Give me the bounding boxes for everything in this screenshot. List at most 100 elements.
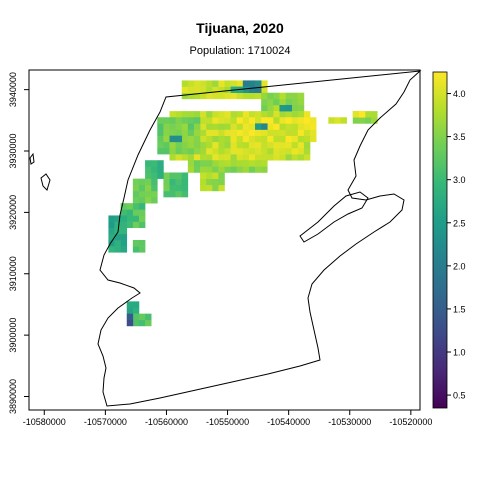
raster-cell-r4 <box>175 129 183 136</box>
raster-cell-r1 <box>193 86 201 94</box>
raster-cell-r3 <box>261 147 268 155</box>
raster-cell-r3 <box>200 147 207 155</box>
raster-cell-r3 <box>218 129 225 136</box>
raster-cell-r6 <box>230 160 238 167</box>
raster-cell-r3 <box>242 141 250 149</box>
raster-cell-r5 <box>303 135 311 143</box>
raster-cell-r4 <box>163 117 170 124</box>
raster-cell-r1 <box>200 86 207 94</box>
raster-cell-r4 <box>169 117 176 124</box>
raster-cell-r5 <box>242 129 250 136</box>
raster-cell-r3 <box>242 147 250 155</box>
raster-cell-r3 <box>206 129 213 136</box>
raster-cell-r6 <box>212 166 219 173</box>
raster-cell-r3 <box>303 111 311 118</box>
inland-lake <box>299 191 369 243</box>
raster-cell-r5 <box>297 123 305 130</box>
raster-cell-r7 <box>218 178 225 186</box>
raster-cell-r6 <box>224 166 231 173</box>
raster-cell-r8 <box>181 178 189 186</box>
raster-cell-r3 <box>279 141 286 149</box>
raster-cell-r3 <box>169 154 176 161</box>
raster-cell-r11 <box>132 215 140 222</box>
raster-cell-r9 <box>132 184 140 192</box>
raster-cell-r11 <box>120 203 128 210</box>
raster-cell-r7 <box>212 178 219 186</box>
raster-cell-r9 <box>151 197 158 204</box>
raster-cell-r15 <box>365 111 372 118</box>
raster-cell-r6 <box>187 166 195 173</box>
raster-cell-r14 <box>340 117 347 124</box>
raster-cell-r9 <box>145 178 152 186</box>
raster-cell-r4 <box>193 117 201 124</box>
raster-cell-r6 <box>230 166 238 173</box>
raster-cell-r12 <box>108 246 115 253</box>
raster-cell-r17 <box>255 86 262 94</box>
raster-cell-r3 <box>193 111 201 118</box>
colorbar-axis: 0.5 1.0 1.5 2.0 2.5 3.0 3.5 4.0 <box>447 89 466 401</box>
raster-cell-r3 <box>242 111 250 118</box>
raster-cell-r4 <box>187 123 195 130</box>
raster-cell-r11 <box>138 221 146 229</box>
raster-cell-r17 <box>248 86 256 94</box>
raster-cell-r9 <box>138 184 146 192</box>
raster-cell-r3 <box>206 141 213 149</box>
raster-cell-r3 <box>200 129 207 136</box>
raster-cell-r2 <box>279 98 286 106</box>
raster-cell-r1 <box>181 86 189 94</box>
raster-cell-r2 <box>267 92 274 100</box>
raster-cell-r5 <box>248 123 256 130</box>
colorbar-tick-label: 0.5 <box>453 391 466 401</box>
raster-cell-r12 <box>114 221 121 229</box>
raster-cell-r4 <box>175 141 183 149</box>
raster-cell-r1 <box>193 80 201 87</box>
raster-cell-r12 <box>108 227 115 235</box>
islet-shape <box>29 152 35 165</box>
raster-cell-r5 <box>279 117 286 124</box>
raster-cell-r5 <box>310 129 317 136</box>
colorbar-tick-label: 2.0 <box>453 261 466 271</box>
raster-cell-r15 <box>371 111 378 118</box>
raster-cell-r7 <box>200 184 207 192</box>
raster-cell-r23 <box>132 313 140 321</box>
coastline-outline <box>29 70 422 407</box>
raster-cell-r12 <box>114 233 121 241</box>
raster-cell-r5 <box>291 129 299 136</box>
raster-cell-r11 <box>138 209 146 216</box>
raster-cell-r8 <box>175 184 183 192</box>
raster-cell-r3 <box>261 141 268 149</box>
raster-cell-r7 <box>206 184 213 192</box>
raster-cell-r3 <box>273 147 280 155</box>
raster-cell-r3 <box>236 111 244 118</box>
raster-cell-r5 <box>285 135 292 143</box>
raster-cell-r13 <box>132 246 140 253</box>
raster-cell-r3 <box>285 141 292 149</box>
colorbar-tick-label: 1.0 <box>453 348 466 358</box>
raster-cell-r3 <box>200 135 207 143</box>
raster-cell-r3 <box>261 154 268 161</box>
raster-cell-r6 <box>193 160 201 167</box>
raster-cell-r13 <box>138 240 146 247</box>
raster-cell-r5 <box>267 117 274 124</box>
raster-cell-r8 <box>163 184 170 192</box>
raster-cell-r3 <box>285 111 292 118</box>
raster-cell-r6 <box>236 166 244 173</box>
raster-cell-r7 <box>218 172 225 179</box>
raster-cell-r8 <box>175 172 183 179</box>
raster-cell-r12 <box>120 240 128 247</box>
raster-cell-r3 <box>206 123 213 130</box>
raster-cell-r4 <box>163 123 170 130</box>
raster-cell-r3 <box>224 154 231 161</box>
raster-cell-r10 <box>145 166 152 173</box>
raster-cell-r4 <box>163 129 170 136</box>
raster-cell-r1 <box>255 92 262 100</box>
island-shape <box>40 173 51 191</box>
raster-cell-r7 <box>206 172 213 179</box>
raster-cell-r3 <box>206 154 213 161</box>
raster-cell-r6 <box>193 166 201 173</box>
raster-cell-r5 <box>242 123 250 130</box>
raster-cell-r3 <box>297 154 305 161</box>
raster-cell-r3 <box>255 141 262 149</box>
raster-cell-r15 <box>371 117 378 124</box>
x-tick-label: -10540000 <box>267 417 310 427</box>
